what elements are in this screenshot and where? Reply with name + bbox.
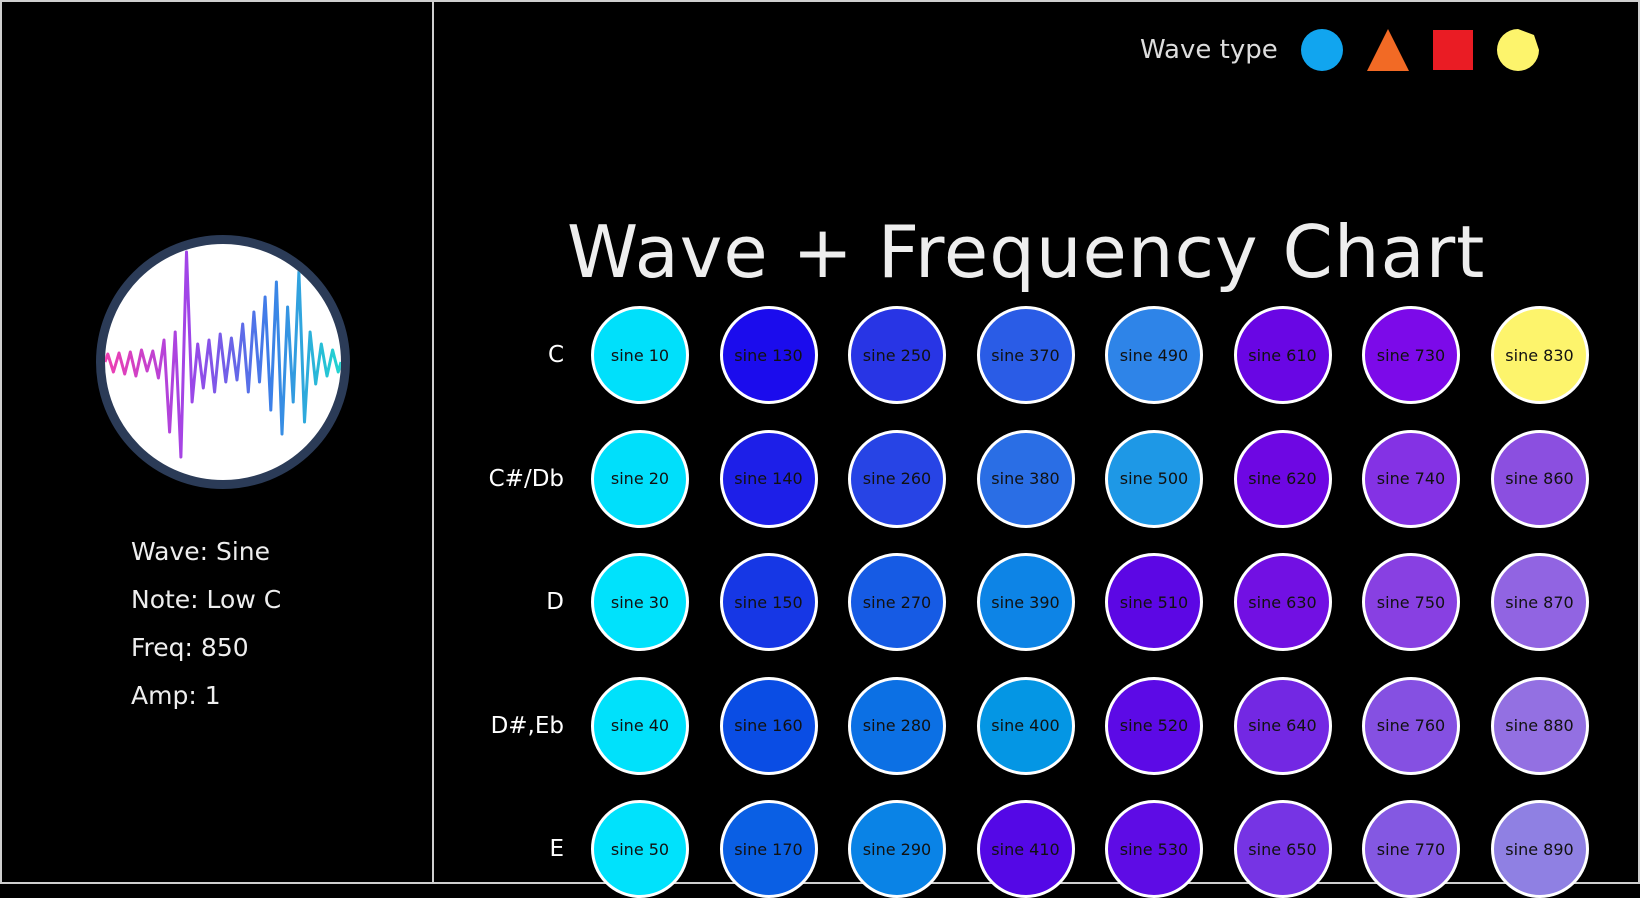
waveform-logo <box>96 235 350 489</box>
info-wave: Wave: Sine <box>131 537 271 566</box>
sine-wave-circle-icon[interactable] <box>1300 28 1344 72</box>
waveform-icon <box>105 250 341 459</box>
row-label-note: D <box>546 589 564 615</box>
row-label-note: C#/Db <box>488 465 564 492</box>
frequency-cell[interactable]: sine 640 <box>1233 676 1332 775</box>
frequency-cell[interactable]: sine 500 <box>1105 429 1203 528</box>
frequency-cell[interactable]: sine 520 <box>1105 676 1203 775</box>
wave-info: Wave: Sine Note: Low C Freq: 850 Amp: 1 <box>131 528 281 720</box>
left-panel: Wave: Sine Note: Low C Freq: 850 Amp: 1 <box>0 0 434 884</box>
frequency-cell[interactable]: sine 250 <box>848 306 946 404</box>
wave-type-legend: Wave type <box>1140 28 1562 72</box>
frequency-cell[interactable]: sine 380 <box>976 429 1075 528</box>
frequency-cell[interactable]: sine 40 <box>591 676 689 775</box>
row-label-note: D#,Eb <box>490 712 564 739</box>
info-note: Note: Low C <box>131 585 282 614</box>
frequency-cell[interactable]: sine 490 <box>1105 306 1203 404</box>
frequency-cell[interactable]: sine 50 <box>591 800 689 898</box>
frequency-cell[interactable]: sine 150 <box>719 553 818 651</box>
square-wave-icon[interactable] <box>1432 29 1474 71</box>
frequency-cell[interactable]: sine 860 <box>1490 429 1589 528</box>
frequency-cell[interactable]: sine 770 <box>1362 800 1460 898</box>
legend-label: Wave type <box>1140 35 1278 65</box>
frequency-cell[interactable]: sine 140 <box>719 429 818 528</box>
frequency-cell[interactable]: sine 270 <box>848 553 946 651</box>
frequency-cell[interactable]: sine 280 <box>848 676 946 775</box>
frequency-cell[interactable]: sine 530 <box>1105 800 1203 898</box>
row-label-note: E <box>549 836 564 862</box>
frequency-cell[interactable]: sine 750 <box>1362 553 1460 651</box>
frequency-cell[interactable]: sine 10 <box>591 306 689 404</box>
frequency-cell[interactable]: sine 160 <box>719 676 818 775</box>
frequency-cell[interactable]: sine 130 <box>719 306 818 404</box>
frequency-cell[interactable]: sine 830 <box>1490 306 1589 404</box>
frequency-cell[interactable]: sine 510 <box>1105 553 1203 651</box>
frequency-cell[interactable]: sine 370 <box>976 306 1075 404</box>
frequency-cell[interactable]: sine 390 <box>976 553 1075 651</box>
frequency-cell[interactable]: sine 410 <box>976 800 1075 898</box>
info-amp: Amp: 1 <box>131 681 221 710</box>
frequency-cell[interactable]: sine 630 <box>1233 553 1332 651</box>
frequency-cell[interactable]: sine 620 <box>1233 429 1332 528</box>
frequency-cell[interactable]: sine 650 <box>1233 800 1332 898</box>
frequency-cell[interactable]: sine 730 <box>1362 306 1460 404</box>
frequency-cell[interactable]: sine 170 <box>719 800 818 898</box>
frequency-cell[interactable]: sine 890 <box>1490 800 1589 898</box>
row-label-note: C <box>547 342 564 368</box>
frequency-cell[interactable]: sine 870 <box>1490 553 1589 651</box>
info-freq: Freq: 850 <box>131 633 249 662</box>
frequency-cell[interactable]: sine 30 <box>591 553 689 651</box>
frequency-cell[interactable]: sine 760 <box>1362 676 1460 775</box>
frequency-cell[interactable]: sine 400 <box>976 676 1075 775</box>
frequency-cell[interactable]: sine 880 <box>1490 676 1589 775</box>
chart-title: Wave + Frequency Chart <box>567 210 1486 295</box>
sawtooth-wave-icon[interactable] <box>1496 28 1540 72</box>
frequency-cell[interactable]: sine 260 <box>848 429 946 528</box>
triangle-wave-icon[interactable] <box>1366 28 1410 72</box>
frequency-cell[interactable]: sine 290 <box>848 800 946 898</box>
chart-panel: Wave type Wave + Frequency Chart C C#/Db D… <box>434 0 1640 898</box>
frequency-cell[interactable]: sine 20 <box>591 429 689 528</box>
frequency-cell[interactable]: sine 740 <box>1362 429 1460 528</box>
frequency-cell[interactable]: sine 610 <box>1233 306 1332 404</box>
